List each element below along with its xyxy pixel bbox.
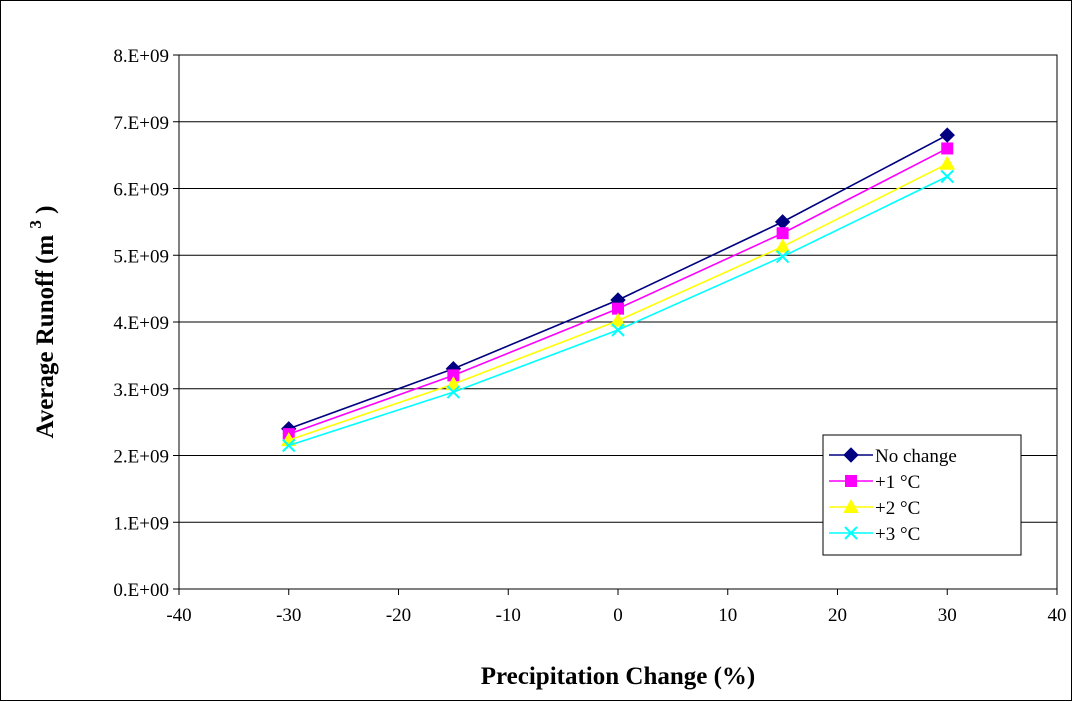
legend-label: +3 °C — [875, 524, 920, 545]
legend-marker — [843, 498, 859, 513]
series-1 — [281, 127, 955, 437]
y-axis-ticks: 0.E+00 1.E+09 2.E+09 3.E+09 4.E+09 5.E+09 6.E+… — [113, 46, 179, 601]
legend-item: +2 °C — [829, 498, 920, 519]
y-axis-title-superscript: 3 — [26, 220, 45, 229]
y-axis-title-group: Average Runoff (m 3 ) — [20, 206, 59, 439]
legend-item: +1 °C — [829, 472, 920, 493]
data-point — [939, 155, 956, 170]
legend-item: +3 °C — [829, 524, 920, 545]
y-axis-title-main: Average Runoff (m — [32, 235, 59, 439]
legend-marker — [844, 526, 858, 540]
data-point — [446, 385, 461, 399]
series-line — [288, 134, 948, 430]
y-axis-title-close: ) — [32, 206, 59, 214]
data-point — [941, 142, 954, 155]
data-point — [940, 169, 954, 184]
data-point — [775, 249, 790, 264]
legend: No change +1 °C +2 °C +3 °C — [822, 434, 1022, 556]
data-point — [610, 312, 626, 327]
legend-marker — [843, 447, 859, 463]
data-point — [939, 127, 955, 143]
series-3 — [280, 155, 956, 447]
grid-lines — [179, 121, 1057, 523]
x-axis-title: Precipitation Change (%) — [481, 663, 756, 690]
x-tick-label: -10 — [496, 605, 521, 626]
x-tick-label: -20 — [386, 605, 411, 626]
x-tick-label: -40 — [166, 605, 191, 626]
legend-marker — [845, 475, 857, 487]
data-point — [282, 438, 296, 453]
series-4 — [282, 169, 954, 453]
y-tick-label: 8.E+09 — [113, 46, 169, 67]
y-tick-label: 0.E+00 — [113, 580, 169, 601]
data-point — [612, 302, 624, 315]
data-point — [611, 323, 625, 337]
x-tick-label: 20 — [828, 605, 847, 626]
legend-item: No change — [829, 446, 957, 467]
x-tick-label: 40 — [1048, 605, 1067, 626]
legend-label: +1 °C — [875, 472, 920, 493]
legend-label: +2 °C — [875, 498, 920, 519]
series-2 — [282, 142, 954, 441]
data-point — [776, 227, 789, 240]
legend-label: No change — [875, 446, 957, 467]
x-tick-label: -30 — [276, 605, 301, 626]
x-tick-label: 0 — [613, 605, 623, 626]
y-tick-label: 3.E+09 — [113, 380, 169, 401]
y-axis-title: Average Runoff (m 3 ) — [20, 206, 59, 439]
x-tick-label: 10 — [718, 605, 737, 626]
x-tick-label: 30 — [938, 605, 957, 626]
series-line — [288, 147, 948, 435]
x-axis-ticks: -40 -30 -20 -10 0 10 20 30 40 — [166, 589, 1067, 626]
y-tick-label: 2.E+09 — [113, 447, 169, 468]
data-point — [774, 238, 791, 253]
data-point — [445, 376, 462, 391]
y-tick-label: 4.E+09 — [113, 313, 169, 334]
data-point — [774, 214, 791, 230]
series-layer — [280, 127, 956, 453]
y-tick-label: 5.E+09 — [113, 246, 169, 267]
y-tick-label: 7.E+09 — [113, 113, 169, 134]
y-tick-label: 1.E+09 — [113, 513, 169, 534]
y-tick-label: 6.E+09 — [113, 180, 169, 201]
